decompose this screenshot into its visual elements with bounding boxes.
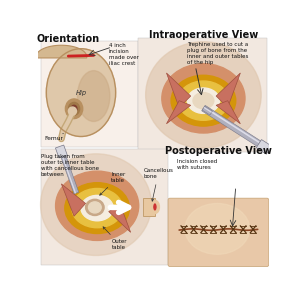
Ellipse shape bbox=[68, 102, 80, 115]
Polygon shape bbox=[60, 153, 79, 194]
Polygon shape bbox=[203, 107, 212, 113]
Polygon shape bbox=[61, 154, 76, 194]
Ellipse shape bbox=[146, 42, 261, 148]
Text: Hip: Hip bbox=[75, 90, 86, 96]
Polygon shape bbox=[56, 145, 67, 158]
Text: 4 inch
incision
made over
iliac crest: 4 inch incision made over iliac crest bbox=[109, 43, 139, 66]
FancyBboxPatch shape bbox=[138, 38, 267, 152]
Ellipse shape bbox=[81, 195, 113, 221]
FancyBboxPatch shape bbox=[40, 149, 168, 265]
Ellipse shape bbox=[77, 70, 110, 122]
Ellipse shape bbox=[72, 188, 123, 228]
Text: Inner
table: Inner table bbox=[100, 172, 125, 195]
Ellipse shape bbox=[56, 171, 139, 240]
Ellipse shape bbox=[152, 202, 158, 211]
Polygon shape bbox=[216, 73, 240, 108]
Text: Cancellous
bone: Cancellous bone bbox=[143, 168, 173, 201]
Text: Outer
table: Outer table bbox=[103, 227, 128, 250]
Ellipse shape bbox=[178, 81, 229, 120]
Ellipse shape bbox=[162, 64, 245, 133]
Text: Trephine used to cut a
plug of bone from the
inner and outer tables
of the hip: Trephine used to cut a plug of bone from… bbox=[187, 42, 249, 65]
Text: Postoperative View: Postoperative View bbox=[165, 146, 272, 156]
Ellipse shape bbox=[46, 49, 116, 136]
Ellipse shape bbox=[187, 88, 220, 113]
Text: Femur: Femur bbox=[44, 134, 63, 141]
Polygon shape bbox=[143, 198, 155, 216]
Polygon shape bbox=[167, 73, 191, 108]
Ellipse shape bbox=[65, 183, 130, 233]
Polygon shape bbox=[36, 45, 87, 58]
Text: Incision closed
with sutures: Incision closed with sutures bbox=[177, 159, 217, 170]
Ellipse shape bbox=[65, 99, 83, 118]
FancyBboxPatch shape bbox=[40, 40, 138, 147]
Polygon shape bbox=[204, 106, 262, 145]
Polygon shape bbox=[109, 205, 131, 232]
Ellipse shape bbox=[85, 199, 104, 215]
Ellipse shape bbox=[171, 75, 236, 126]
Polygon shape bbox=[216, 101, 240, 124]
Text: Intraoperative View: Intraoperative View bbox=[149, 30, 258, 40]
Text: Plug taken from
outer to inner table
with cancellous bone
between: Plug taken from outer to inner table wit… bbox=[40, 154, 99, 177]
Ellipse shape bbox=[185, 203, 250, 254]
Polygon shape bbox=[167, 101, 191, 124]
FancyBboxPatch shape bbox=[168, 198, 269, 266]
Polygon shape bbox=[202, 105, 263, 148]
Ellipse shape bbox=[88, 202, 101, 213]
Polygon shape bbox=[256, 140, 272, 154]
Ellipse shape bbox=[71, 105, 77, 112]
Text: Orientation: Orientation bbox=[37, 34, 100, 44]
Polygon shape bbox=[61, 184, 85, 216]
Polygon shape bbox=[202, 106, 212, 115]
Ellipse shape bbox=[68, 107, 76, 115]
Ellipse shape bbox=[40, 154, 152, 255]
Ellipse shape bbox=[193, 93, 214, 109]
